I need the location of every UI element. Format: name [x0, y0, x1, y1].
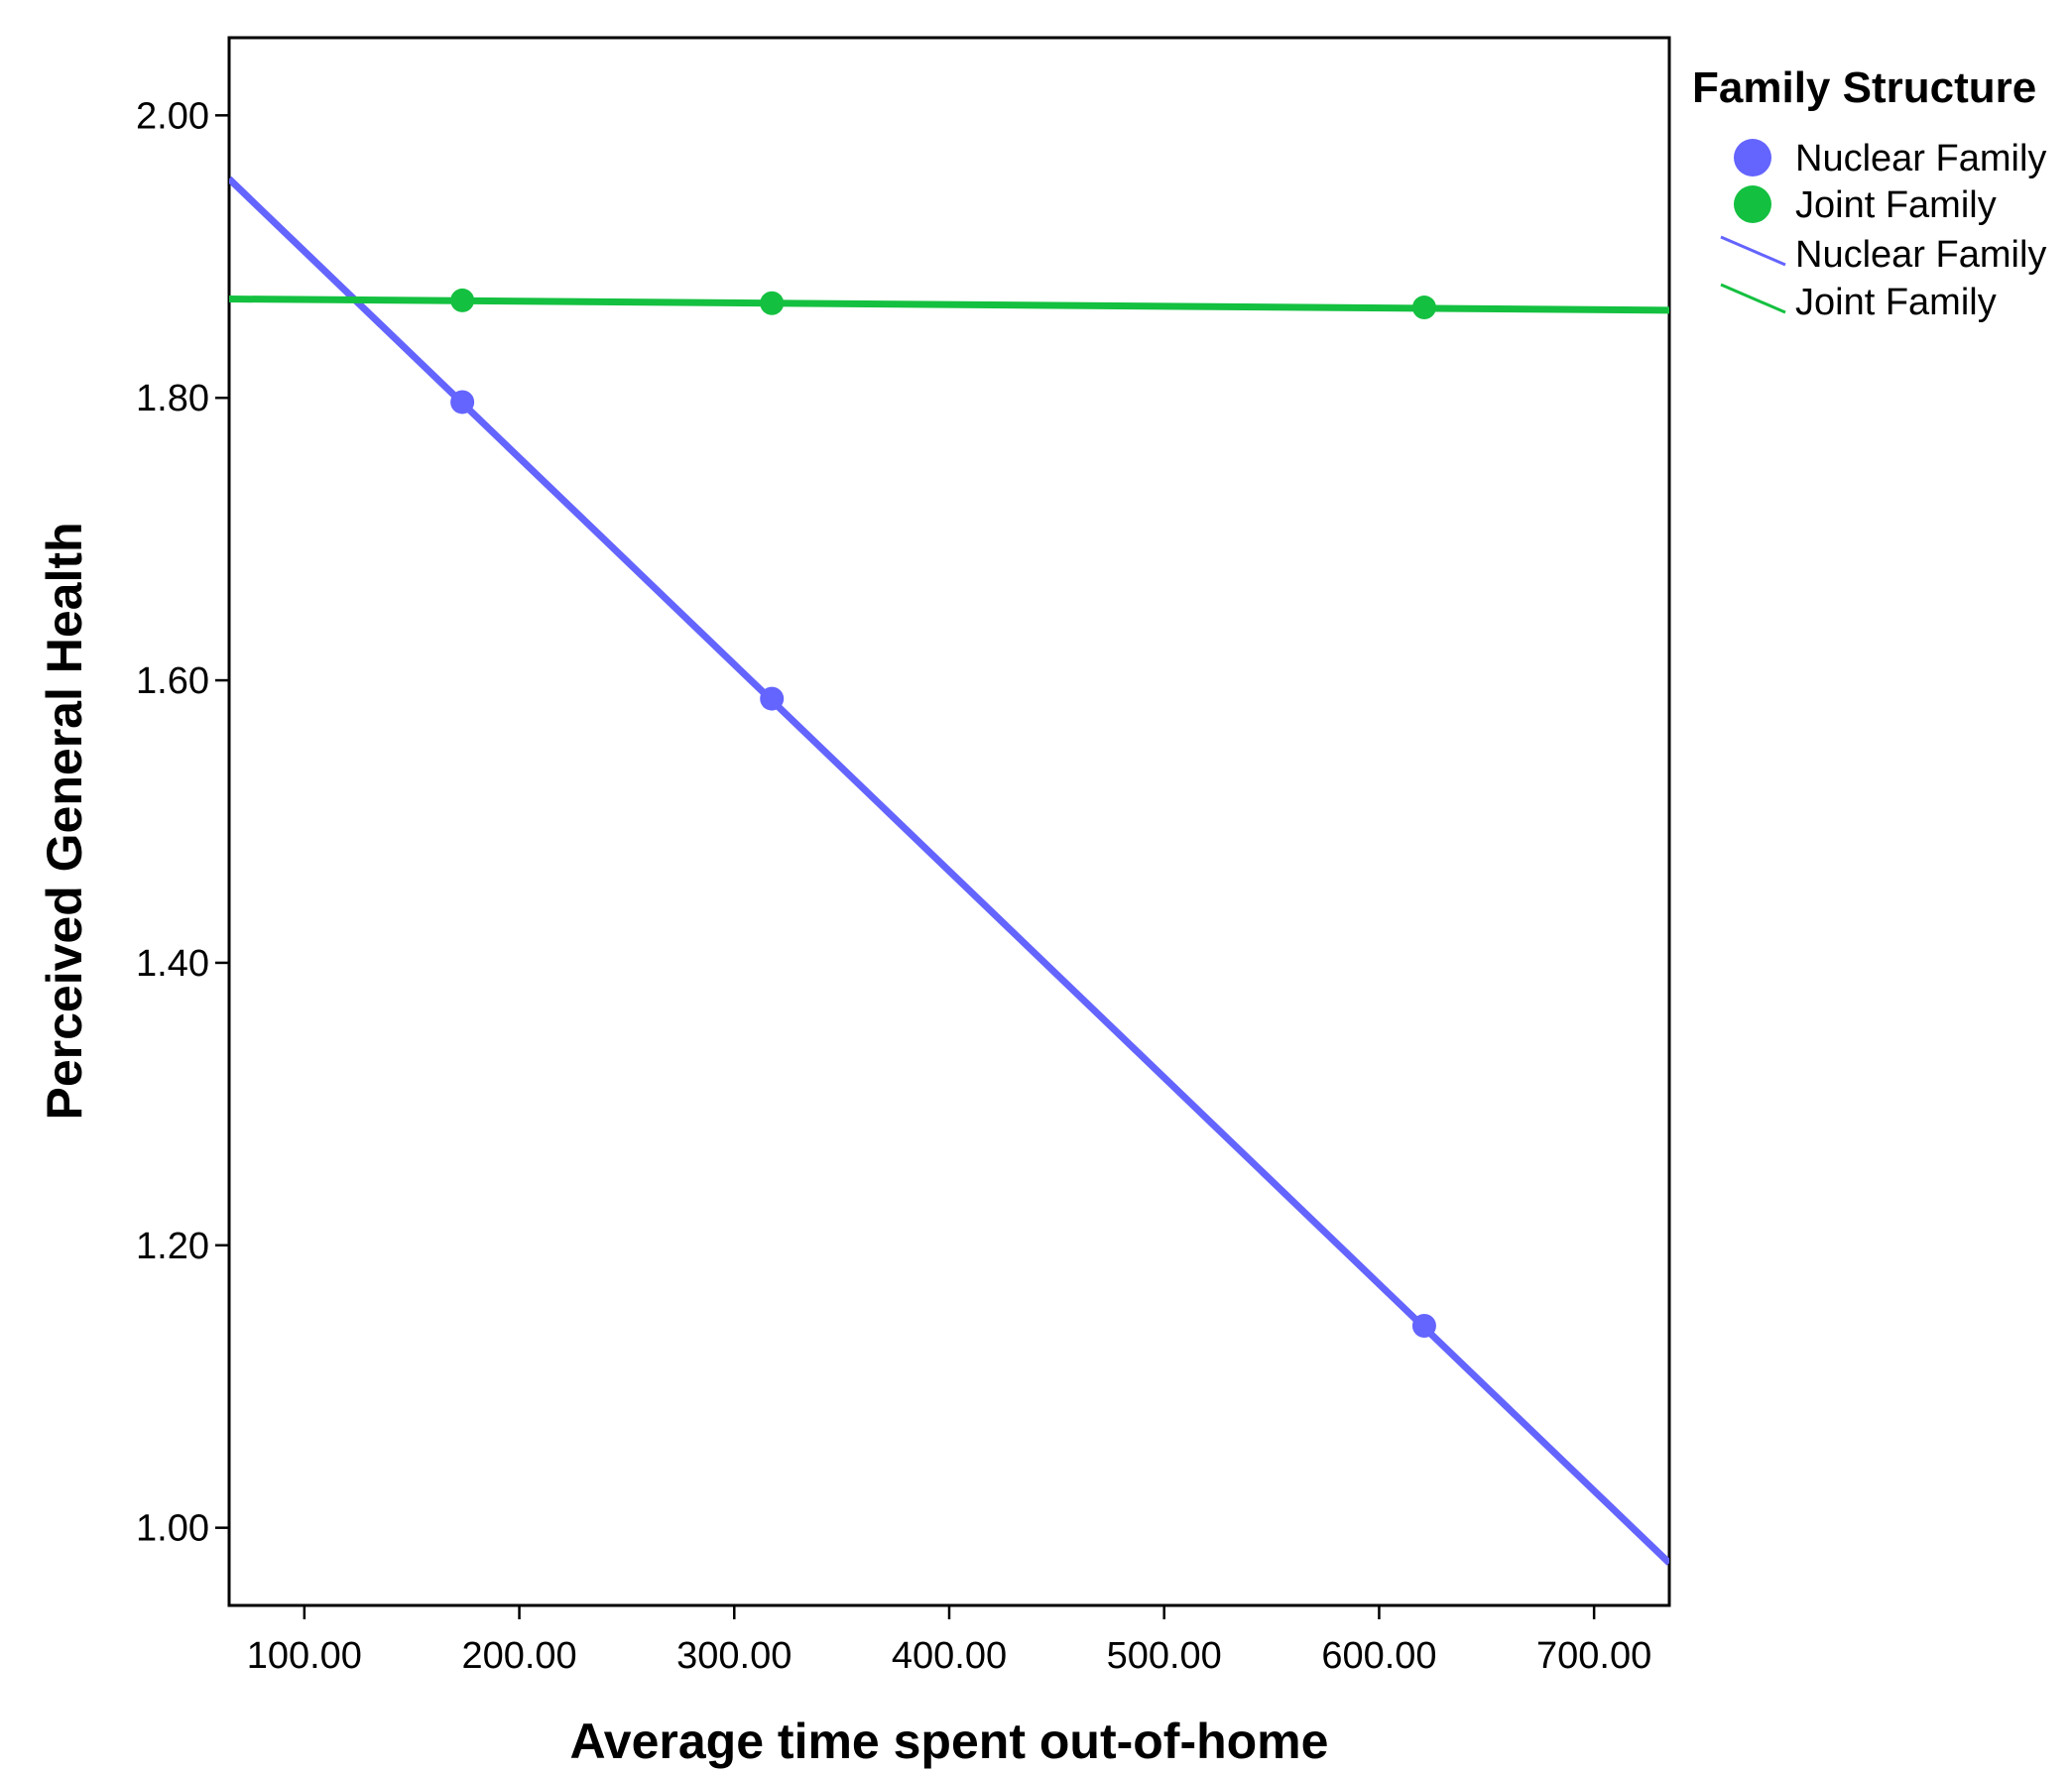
plot-frame	[227, 36, 1671, 1607]
legend-line-swatch	[1720, 283, 1786, 314]
y-axis: 1.00 1.20 1.40 1.60 1.80 2.00	[136, 95, 229, 1550]
y-tick-label: 1.60	[136, 660, 209, 702]
data-point	[1411, 296, 1436, 320]
data-point	[450, 390, 475, 414]
plot-area	[229, 176, 1669, 1566]
legend: Family Structure Nuclear Family Joint Fam…	[1692, 63, 2046, 323]
legend-marker	[1734, 139, 1771, 177]
y-tick-label: 1.80	[136, 378, 209, 419]
y-tick-label: 1.00	[136, 1508, 209, 1550]
legend-title: Family Structure	[1692, 63, 2036, 112]
legend-label: Nuclear Family	[1795, 138, 2046, 179]
y-tick-label: 1.40	[136, 943, 209, 985]
y-axis-title: Perceived General Health	[37, 522, 92, 1120]
data-point	[760, 291, 785, 315]
legend-label: Joint Family	[1795, 282, 1997, 323]
x-axis-title: Average time spent out-of-home	[570, 1714, 1329, 1769]
x-tick-label: 100.00	[247, 1635, 362, 1677]
x-tick-label: 600.00	[1321, 1635, 1436, 1677]
legend-label: Joint Family	[1795, 184, 1997, 226]
data-point	[760, 686, 785, 711]
x-axis: 100.00 200.00 300.00 400.00 500.00 600.00 700.…	[247, 1605, 1651, 1677]
x-tick-label: 700.00	[1536, 1635, 1651, 1677]
legend-line-swatch	[1720, 235, 1786, 267]
data-point	[1411, 1313, 1436, 1338]
legend-marker	[1734, 185, 1771, 223]
x-tick-label: 200.00	[461, 1635, 576, 1677]
x-tick-label: 400.00	[892, 1635, 1007, 1677]
x-tick-label: 300.00	[676, 1635, 792, 1677]
y-tick-label: 1.20	[136, 1226, 209, 1267]
legend-label: Nuclear Family	[1795, 234, 2046, 276]
data-point	[450, 288, 475, 312]
x-tick-label: 500.00	[1107, 1635, 1222, 1677]
y-tick-label: 2.00	[136, 95, 209, 137]
